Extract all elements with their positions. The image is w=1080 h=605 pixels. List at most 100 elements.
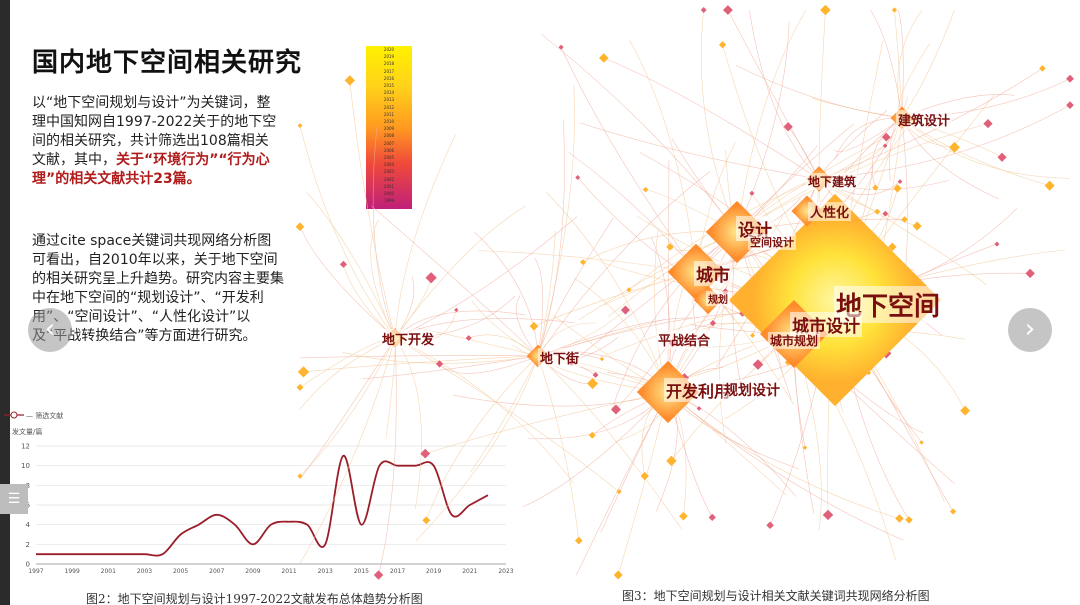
network-edge <box>372 126 396 339</box>
network-small-node <box>766 521 774 529</box>
network-edge <box>299 125 396 339</box>
x-tick-label: 2015 <box>354 568 369 575</box>
network-edge <box>818 9 826 180</box>
network-small-node <box>820 4 831 16</box>
network-edge <box>667 391 904 541</box>
network-small-node <box>666 455 677 467</box>
y-tick-label: 2 <box>26 541 30 549</box>
network-small-node <box>1039 65 1046 72</box>
legend-year-label: 2019 <box>383 54 395 60</box>
x-tick-label: 2017 <box>390 568 405 575</box>
network-small-node <box>893 184 902 193</box>
keyword-underground-building: 地下建筑 <box>806 173 859 190</box>
network-small-node <box>420 448 431 459</box>
network-small-node <box>1044 180 1055 191</box>
network-edge <box>573 277 669 393</box>
network-small-node <box>822 509 834 521</box>
network-small-node <box>895 514 904 523</box>
trend-line-chart: — 筛选文献 发文量/篇 024681012 19971999200120032… <box>4 411 514 575</box>
legend-year-label: 2005 <box>383 155 395 161</box>
network-small-node <box>722 5 733 15</box>
network-small-node <box>994 241 1000 247</box>
network-edge <box>736 9 807 233</box>
network-edge <box>474 232 539 357</box>
network-edge <box>537 171 711 357</box>
network-small-node <box>373 570 384 580</box>
y-tick-label: 4 <box>26 521 31 529</box>
network-edge <box>749 9 820 180</box>
keyword-network-graph <box>295 4 1074 580</box>
x-tick-label: 2023 <box>498 568 513 575</box>
legend-year-label: 2010 <box>383 119 395 125</box>
intro-highlight: 关于“环境行为”“行为心理”的相关文献共计23篇。 <box>32 152 270 187</box>
network-small-node <box>708 513 716 521</box>
year-color-legend: 2020 2019 2018 2017 2016 2015 2014 2013 2012 2011… <box>366 46 412 209</box>
network-edge <box>537 313 743 357</box>
chevron-left-icon: ‹ <box>44 314 56 344</box>
network-edge <box>870 9 903 119</box>
network-edge <box>541 34 738 233</box>
network-edge <box>471 300 539 357</box>
network-small-node <box>587 378 599 390</box>
y-tick-label: 12 <box>21 443 30 451</box>
x-tick-labels: 1997 1999 2001 2003 2005 2007 2009 2011 2013 2015… <box>28 568 513 575</box>
network-small-node <box>529 321 539 331</box>
network-edge <box>617 391 669 576</box>
network-small-node <box>579 259 586 266</box>
x-tick-label: 2001 <box>101 568 116 575</box>
network-small-node <box>344 75 356 86</box>
network-edge <box>603 57 820 180</box>
network-small-node <box>874 208 881 215</box>
network-small-node <box>997 152 1007 162</box>
next-slide-button[interactable]: › <box>1008 308 1052 352</box>
network-small-node <box>750 332 755 338</box>
legend-year-label: 1999 <box>383 198 395 204</box>
network-edge <box>303 355 539 373</box>
keyword-space-design: 空间设计 <box>748 234 796 250</box>
network-small-node <box>983 119 993 129</box>
network-edge <box>349 80 396 339</box>
intro-paragraph: 以“地下空间规划与设计”为关键词，整理中国知网自1997-2022关于的地下空间… <box>32 94 282 189</box>
network-edge <box>537 119 565 357</box>
legend-year-label: 2002 <box>383 176 395 182</box>
network-edge <box>299 337 396 477</box>
legend-year-label: 2000 <box>383 191 395 197</box>
network-edge <box>834 117 903 152</box>
network-small-node <box>718 41 727 49</box>
network-small-node <box>642 186 649 193</box>
network-edge <box>537 218 614 357</box>
network-small-node <box>598 53 609 63</box>
network-edge <box>667 159 670 393</box>
prev-slide-button[interactable]: ‹ <box>28 308 72 352</box>
network-small-node <box>339 260 348 268</box>
network-small-node <box>613 570 623 580</box>
network-small-node <box>422 516 431 525</box>
network-edge <box>545 191 669 393</box>
network-small-node <box>297 123 303 128</box>
network-edge <box>537 355 683 530</box>
network-edge <box>378 337 397 576</box>
network-edge <box>439 355 539 374</box>
network-edge <box>537 85 575 357</box>
network-edge <box>667 391 800 470</box>
legend-year-label: 2018 <box>383 61 395 67</box>
network-edge <box>342 351 539 364</box>
network-small-node <box>1066 101 1074 109</box>
legend-year-label: 2007 <box>383 140 395 146</box>
network-small-node <box>588 431 596 439</box>
network-small-node <box>296 383 304 391</box>
network-small-node <box>949 508 957 515</box>
network-edge <box>415 355 539 542</box>
menu-icon: ☰ <box>7 491 21 507</box>
network-edge <box>394 337 620 492</box>
network-edge <box>534 257 544 357</box>
network-small-node <box>696 406 702 411</box>
legend-year-label: 2015 <box>383 83 395 89</box>
legend-year-label: 2003 <box>383 169 395 175</box>
network-edge <box>478 250 697 273</box>
network-edge <box>560 47 697 273</box>
keyword-dev-use: 开发利用 <box>664 378 733 402</box>
side-menu-tab[interactable]: ☰ <box>0 484 28 514</box>
x-tick-label: 2011 <box>281 568 296 575</box>
